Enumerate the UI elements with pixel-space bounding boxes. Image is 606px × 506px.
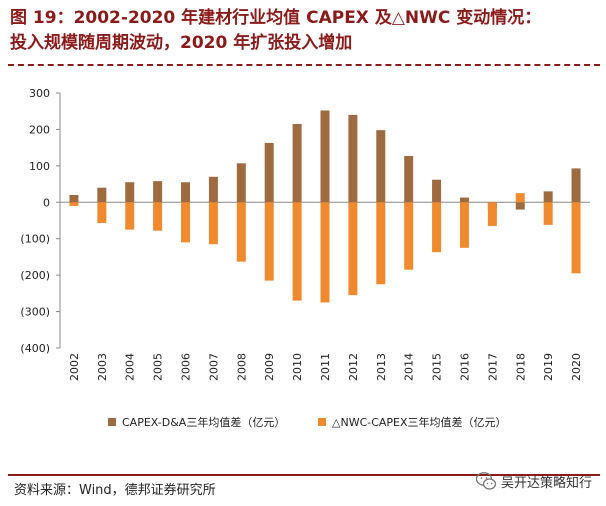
x-tick-label: 2003 xyxy=(96,353,109,381)
x-tick-label: 2020 xyxy=(570,353,583,381)
x-tick-label: 2018 xyxy=(514,353,527,381)
legend-label-nwc: △NWC-CAPEX三年均值差（亿元） xyxy=(332,416,507,429)
bar-nwc xyxy=(236,202,246,262)
title-divider xyxy=(8,64,600,66)
bar-capex xyxy=(459,197,469,203)
x-tick-label: 2009 xyxy=(263,353,276,381)
figure-title: 图 19：2002-2020 年建材行业均值 CAPEX 及△NWC 变动情况：… xyxy=(10,6,600,56)
bar-capex xyxy=(125,182,135,203)
y-tick-label: (300) xyxy=(20,306,50,319)
y-tick-label: 300 xyxy=(29,87,50,100)
x-tick-label: 2008 xyxy=(235,353,248,381)
bar-capex xyxy=(320,110,330,203)
bar-capex xyxy=(432,179,442,203)
bar-capex xyxy=(208,176,218,203)
legend-swatch-capex xyxy=(108,418,116,426)
bar-nwc xyxy=(69,202,79,206)
bar-nwc xyxy=(153,202,163,231)
bar-nwc xyxy=(376,202,386,285)
x-tick-label: 2005 xyxy=(152,353,165,381)
y-tick-label: 0 xyxy=(43,196,50,209)
bar-capex xyxy=(571,168,581,203)
bar-nwc xyxy=(432,202,442,253)
bar-nwc xyxy=(181,202,191,243)
y-tick-label: (100) xyxy=(20,233,50,246)
bar-nwc xyxy=(125,202,135,230)
legend-swatch-nwc xyxy=(318,418,326,426)
legend-item-capex: CAPEX-D&A三年均值差（亿元） xyxy=(108,414,285,430)
footer-divider xyxy=(8,474,600,476)
bar-nwc xyxy=(320,202,330,303)
x-tick-label: 2013 xyxy=(375,353,388,381)
bar-nwc xyxy=(459,202,469,248)
x-tick-label: 2010 xyxy=(291,353,304,381)
x-tick-label: 2012 xyxy=(347,353,360,381)
chart-legend: CAPEX-D&A三年均值差（亿元） △NWC-CAPEX三年均值差（亿元） xyxy=(0,414,606,434)
y-tick-label: (400) xyxy=(20,342,50,355)
bar-capex xyxy=(515,202,525,210)
x-tick-label: 2007 xyxy=(207,353,220,381)
x-tick-label: 2015 xyxy=(431,353,444,381)
legend-label-capex: CAPEX-D&A三年均值差（亿元） xyxy=(122,416,286,429)
bar-nwc xyxy=(515,193,525,203)
y-axis-labels: 300 200 100 0 (100) (200) (300) (400) xyxy=(20,87,50,355)
bar-capex xyxy=(153,181,163,203)
y-tick-label: 100 xyxy=(29,160,50,173)
watermark-text: 吴开达策略知行 xyxy=(500,475,592,491)
bar-capex xyxy=(97,187,107,203)
x-tick-label: 2004 xyxy=(124,353,137,381)
y-tick-label: (200) xyxy=(20,269,50,282)
bar-capex xyxy=(348,114,358,203)
source-note: 资料来源：Wind，德邦证券研究所 xyxy=(14,483,216,498)
x-axis-labels: 2002 2003 2004 2005 2006 2007 2008 2009 2010 2011… xyxy=(68,353,583,381)
x-tick-label: 2016 xyxy=(458,353,471,381)
bar-nwc xyxy=(264,202,274,281)
bar-capex xyxy=(292,123,302,203)
chart-bars xyxy=(69,110,581,303)
legend-item-nwc: △NWC-CAPEX三年均值差（亿元） xyxy=(318,414,507,430)
bar-nwc xyxy=(208,202,218,245)
bar-capex xyxy=(376,130,386,203)
bar-capex xyxy=(264,142,274,203)
figure-title-line-2: 投入规模随周期波动，2020 年扩张投入增加 xyxy=(10,33,353,53)
wechat-icon xyxy=(475,472,497,490)
x-tick-label: 2014 xyxy=(403,353,416,381)
x-tick-label: 2019 xyxy=(542,353,555,381)
x-tick-label: 2006 xyxy=(180,353,193,381)
bar-nwc xyxy=(97,202,107,224)
bar-capex xyxy=(69,195,79,203)
y-tick-label: 200 xyxy=(29,123,50,136)
bar-nwc xyxy=(543,202,553,225)
figure-title-line-1: 图 19：2002-2020 年建材行业均值 CAPEX 及△NWC 变动情况： xyxy=(10,8,542,28)
bar-nwc xyxy=(348,202,358,296)
x-tick-label: 2017 xyxy=(486,353,499,381)
bar-nwc xyxy=(487,202,497,226)
bar-capex xyxy=(236,163,246,203)
bar-capex xyxy=(543,191,553,203)
x-tick-label: 2002 xyxy=(68,353,81,381)
bar-nwc xyxy=(404,202,414,270)
bar-capex xyxy=(181,182,191,203)
bar-nwc xyxy=(292,202,302,301)
bar-nwc xyxy=(571,202,581,274)
bar-capex xyxy=(404,156,414,203)
watermark: 吴开达策略知行 xyxy=(475,470,592,492)
x-tick-label: 2011 xyxy=(319,353,332,381)
